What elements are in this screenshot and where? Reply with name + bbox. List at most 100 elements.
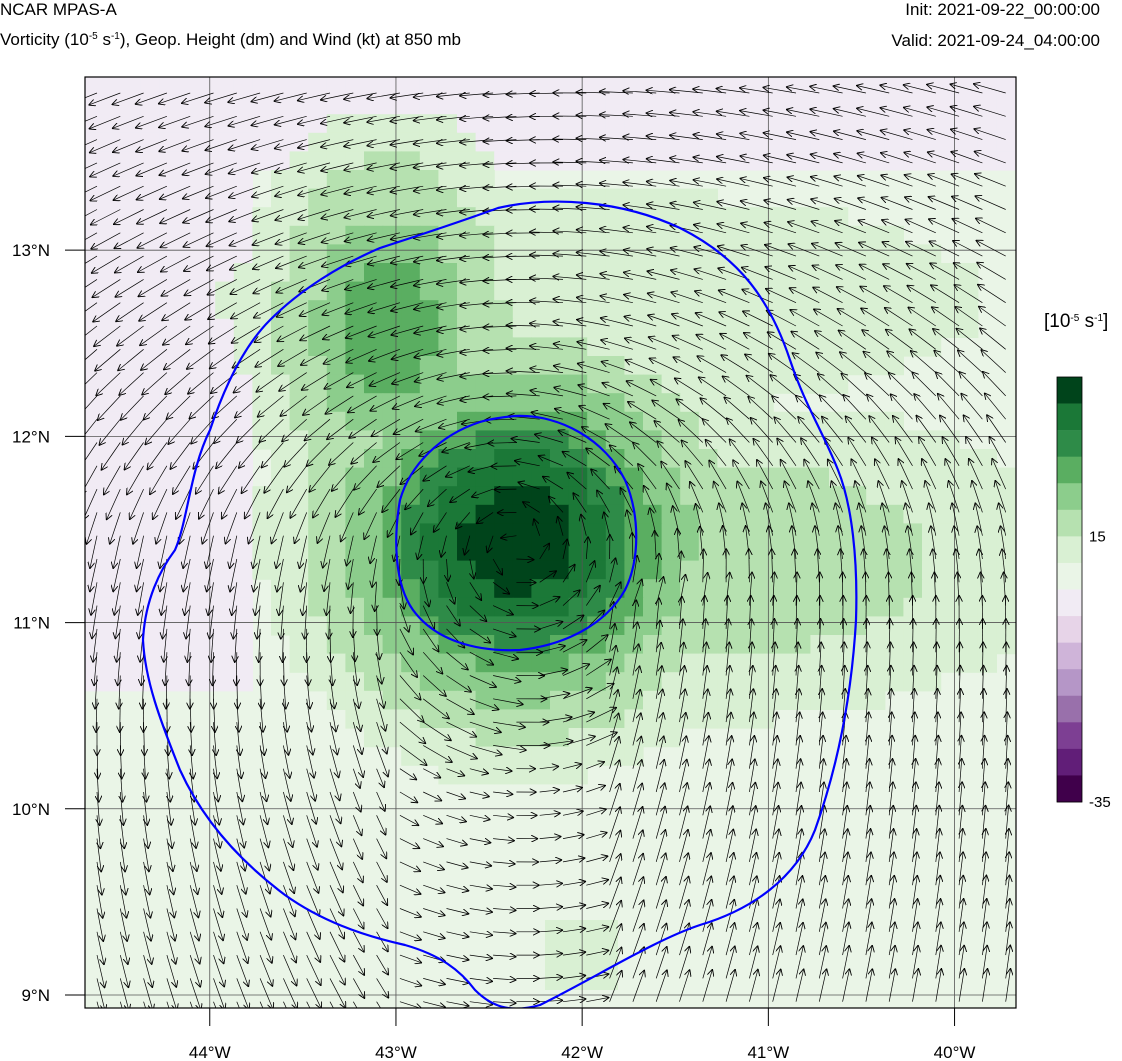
vorticity-cell xyxy=(643,77,663,97)
vorticity-cell xyxy=(940,597,960,617)
latitude-label: 13°N xyxy=(12,241,50,260)
vorticity-cell xyxy=(271,597,291,617)
vorticity-cell xyxy=(698,504,718,524)
vorticity-cell xyxy=(326,356,346,376)
vorticity-cell xyxy=(178,318,198,338)
vorticity-cell xyxy=(364,672,384,692)
vorticity-cell xyxy=(159,263,179,283)
vorticity-cell xyxy=(884,114,904,134)
vorticity-cell xyxy=(550,616,570,636)
vorticity-cell xyxy=(866,95,886,115)
vorticity-cell xyxy=(568,300,588,320)
vorticity-cell xyxy=(624,560,644,580)
vorticity-cell xyxy=(159,672,179,692)
vorticity-cell xyxy=(122,225,142,245)
vorticity-cell xyxy=(326,653,346,673)
vorticity-cell xyxy=(252,281,272,301)
vorticity-cell xyxy=(475,132,495,152)
vorticity-cell xyxy=(977,486,997,506)
vorticity-cell xyxy=(196,597,216,617)
vorticity-cell xyxy=(401,337,421,357)
vorticity-cell xyxy=(364,300,384,320)
vorticity-cell xyxy=(233,597,253,617)
vorticity-cell xyxy=(810,560,830,580)
vorticity-cell xyxy=(345,337,365,357)
vorticity-cell xyxy=(847,318,867,338)
vorticity-cell xyxy=(903,281,923,301)
vorticity-cell xyxy=(289,542,309,562)
vorticity-cell xyxy=(977,635,997,655)
vorticity-cell xyxy=(215,653,235,673)
colorbar-label: 15 xyxy=(1089,528,1106,545)
vorticity-cell xyxy=(996,467,1016,487)
vorticity-cell xyxy=(624,225,644,245)
vorticity-cell xyxy=(698,635,718,655)
vorticity-cell xyxy=(847,151,867,171)
vorticity-cell xyxy=(791,523,811,543)
vorticity-cell xyxy=(531,690,551,710)
vorticity-cell xyxy=(922,672,942,692)
vorticity-cell xyxy=(605,635,625,655)
vorticity-cell xyxy=(791,114,811,134)
vorticity-cell xyxy=(698,486,718,506)
vorticity-cell xyxy=(922,430,942,450)
vorticity-cell xyxy=(326,597,346,617)
vorticity-cell xyxy=(624,374,644,394)
vorticity-cell xyxy=(326,244,346,264)
vorticity-cell xyxy=(903,77,923,97)
vorticity-cell xyxy=(122,579,142,599)
vorticity-cell xyxy=(289,170,309,190)
vorticity-cell xyxy=(326,579,346,599)
vorticity-cell xyxy=(643,597,663,617)
vorticity-cell xyxy=(438,95,458,115)
vorticity-cell xyxy=(940,616,960,636)
vorticity-cell xyxy=(587,579,607,599)
vorticity-cell xyxy=(494,411,514,431)
vorticity-cell xyxy=(512,616,532,636)
vorticity-cell xyxy=(568,318,588,338)
vorticity-cell xyxy=(252,263,272,283)
vorticity-cell xyxy=(233,635,253,655)
vorticity-cell xyxy=(903,560,923,580)
vorticity-cell xyxy=(122,597,142,617)
vorticity-cell xyxy=(773,95,793,115)
vorticity-cell xyxy=(624,244,644,264)
vorticity-cell xyxy=(382,709,402,729)
colorbar-segment xyxy=(1057,669,1082,697)
vorticity-cell xyxy=(922,653,942,673)
vorticity-cell xyxy=(866,653,886,673)
vorticity-cell xyxy=(680,114,700,134)
vorticity-cell xyxy=(326,225,346,245)
vorticity-cell xyxy=(252,560,272,580)
vorticity-cell xyxy=(847,653,867,673)
vorticity-cell xyxy=(289,281,309,301)
vorticity-cell xyxy=(252,411,272,431)
vorticity-cell xyxy=(233,95,253,115)
vorticity-cell xyxy=(587,542,607,562)
vorticity-cell xyxy=(326,542,346,562)
vorticity-cell xyxy=(624,188,644,208)
vorticity-cell xyxy=(736,300,756,320)
vorticity-cell xyxy=(159,170,179,190)
vorticity-cell xyxy=(587,356,607,376)
vorticity-cell xyxy=(196,616,216,636)
vorticity-cell xyxy=(736,356,756,376)
vorticity-cell xyxy=(977,616,997,636)
vorticity-cell xyxy=(866,486,886,506)
vorticity-cell xyxy=(85,430,105,450)
vorticity-cell xyxy=(308,411,328,431)
vorticity-cell xyxy=(289,356,309,376)
vorticity-cell xyxy=(717,151,737,171)
vorticity-cell xyxy=(531,281,551,301)
vorticity-cell xyxy=(754,114,774,134)
vorticity-cell xyxy=(959,467,979,487)
vorticity-cell xyxy=(364,653,384,673)
colorbar-label: -35 xyxy=(1089,794,1111,811)
valid-time: Valid: 2021-09-24_04:00:00 xyxy=(891,31,1100,50)
vorticity-cell xyxy=(512,281,532,301)
vorticity-cell xyxy=(773,523,793,543)
vorticity-cell xyxy=(531,579,551,599)
vorticity-cell xyxy=(345,504,365,524)
vorticity-cell xyxy=(605,430,625,450)
